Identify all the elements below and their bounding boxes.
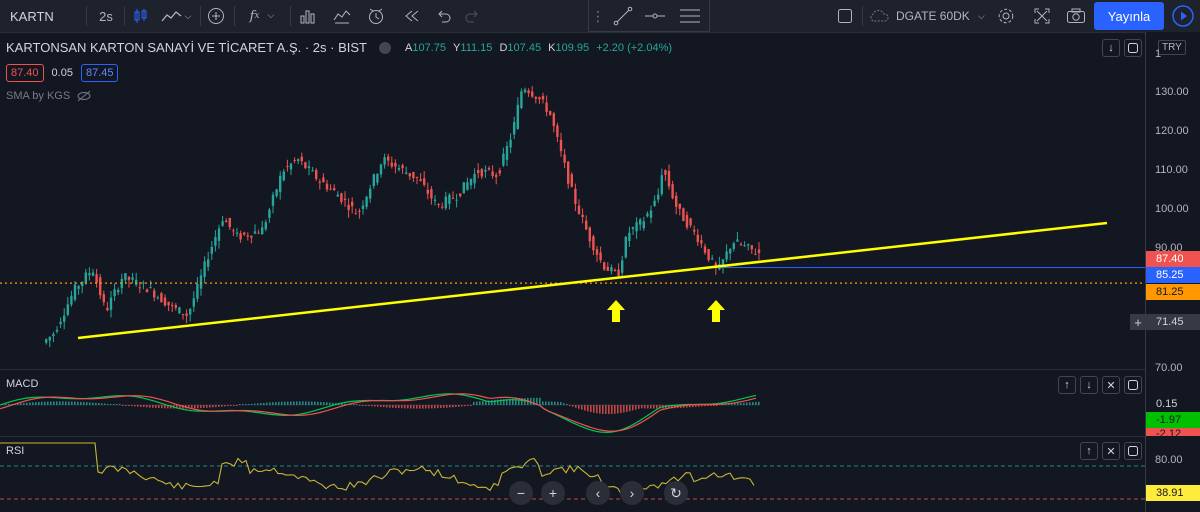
maximize-pane-button[interactable] <box>1124 39 1142 57</box>
macd-series <box>0 393 760 434</box>
chevron-down-icon: ⌵ <box>184 10 192 21</box>
eye-icon[interactable] <box>378 41 391 54</box>
move-down-button[interactable]: ↓ <box>1080 376 1098 394</box>
indicator-label[interactable]: SMA by KGS <box>6 90 71 102</box>
layout-name-button[interactable]: DGATE 60DK ⌵ <box>868 0 988 32</box>
move-up-button[interactable]: ↑ <box>1080 442 1098 460</box>
indicator-legend: SMA by KGS <box>6 90 92 102</box>
interval-label: 2s <box>99 8 113 24</box>
bid-ask: 87.40 0.05 87.45 <box>6 64 119 82</box>
maximize-pane-button[interactable] <box>1124 376 1142 394</box>
settings-lines-icon[interactable] <box>675 0 705 32</box>
scroll-left-button[interactable]: ‹ <box>586 481 610 505</box>
chart-canvas[interactable] <box>0 32 1145 512</box>
price-tick-top: 1 <box>1155 48 1162 60</box>
ohlc-low: 107.45 <box>507 41 542 54</box>
layout-checkbox-icon[interactable] <box>834 0 856 32</box>
indicator-templates-icon[interactable] <box>330 0 354 32</box>
plus-circle-icon[interactable] <box>204 0 228 32</box>
eye-hidden-icon[interactable] <box>76 90 92 102</box>
rsi-title[interactable]: RSI <box>6 445 25 457</box>
horizontal-line-price-label: 85.25 <box>1146 267 1200 283</box>
crosshair-plus-button[interactable]: + <box>1130 314 1146 330</box>
fullscreen-icon[interactable] <box>1030 0 1054 32</box>
close-pane-button[interactable]: ✕ <box>1102 442 1120 460</box>
price-tick: 110.00 <box>1155 164 1188 176</box>
play-icon[interactable] <box>1168 0 1198 32</box>
last-price-label: 87.40 <box>1146 251 1200 267</box>
maximize-pane-button[interactable] <box>1124 442 1142 460</box>
interval-button[interactable]: 2s <box>92 0 120 32</box>
candles-icon[interactable] <box>128 0 152 32</box>
ohlc-high: 111.15 <box>460 41 493 54</box>
trend-line-tool-icon[interactable] <box>609 0 637 32</box>
price-tick: 70.00 <box>1155 362 1183 374</box>
price-tick: 130.00 <box>1155 86 1189 98</box>
rsi-value-label: 38.91 <box>1146 485 1200 501</box>
bid-button[interactable]: 87.40 <box>6 64 44 82</box>
zoom-out-button[interactable]: − <box>509 481 533 505</box>
currency-label[interactable]: TRY <box>1158 40 1186 55</box>
bar-icon[interactable] <box>296 0 320 32</box>
horizontal-line-tool-icon[interactable] <box>641 0 669 32</box>
macd-hist-label: -2.12 <box>1146 428 1200 436</box>
alert-icon[interactable] <box>364 0 388 32</box>
undo-icon[interactable] <box>432 0 456 32</box>
symbol-search[interactable]: KARTN <box>0 0 90 32</box>
reset-chart-button[interactable]: ↻ <box>664 481 688 505</box>
symbol-label: KARTN <box>10 8 54 24</box>
macd-value-label: 0.15 <box>1146 396 1200 412</box>
legend: KARTONSAN KARTON SANAYİ VE TİCARET A.Ş. … <box>6 40 673 55</box>
crosshair-price-label: 71.45 <box>1146 314 1200 330</box>
pane-divider-macd[interactable] <box>0 369 1145 370</box>
cloud-icon <box>870 9 889 22</box>
publish-button[interactable]: Yayınla <box>1094 2 1164 30</box>
scroll-right-button[interactable]: › <box>620 481 644 505</box>
close-pane-button[interactable]: ✕ <box>1102 376 1120 394</box>
price-tick: 120.00 <box>1155 125 1189 137</box>
collapse-pane-button[interactable]: ↓ <box>1102 39 1120 57</box>
dotted-level-price-label: 81.25 <box>1146 284 1200 300</box>
publish-label: Yayınla <box>1107 8 1151 24</box>
layout-name-label: DGATE 60DK <box>896 9 970 23</box>
macd-signal-label: -1.97 <box>1146 412 1200 428</box>
price-series <box>45 86 761 348</box>
drag-handle-icon[interactable]: ⋮ <box>591 7 605 24</box>
price-tick: 100.00 <box>1155 203 1189 215</box>
ohlc-change: +2.20 (+2.04%) <box>596 41 673 54</box>
ohlc-close: 109.95 <box>555 41 590 54</box>
drawings <box>0 221 1145 340</box>
ask-button[interactable]: 87.45 <box>80 64 119 82</box>
redo-icon[interactable] <box>460 0 484 32</box>
camera-icon[interactable] <box>1064 0 1088 32</box>
move-up-button[interactable]: ↑ <box>1058 376 1076 394</box>
spread-label: 0.05 <box>51 67 73 79</box>
rsi-tick: 80.00 <box>1155 454 1183 466</box>
gear-icon[interactable] <box>994 0 1018 32</box>
symbol-title[interactable]: KARTONSAN KARTON SANAYİ VE TİCARET A.Ş. … <box>6 40 367 55</box>
chevron-down-icon: ⌵ <box>977 10 985 21</box>
pane-divider-rsi[interactable] <box>0 436 1145 437</box>
rsi-series <box>0 442 1145 500</box>
macd-title[interactable]: MACD <box>6 378 39 390</box>
ohlc-open: 107.75 <box>412 41 446 54</box>
chevron-down-icon: ⌵ <box>267 11 275 21</box>
replay-icon[interactable] <box>400 0 424 32</box>
zoom-in-button[interactable]: + <box>541 481 565 505</box>
drawing-toolbar: ⋮ <box>588 0 710 32</box>
line-chart-icon[interactable]: ⌵ <box>156 0 196 32</box>
